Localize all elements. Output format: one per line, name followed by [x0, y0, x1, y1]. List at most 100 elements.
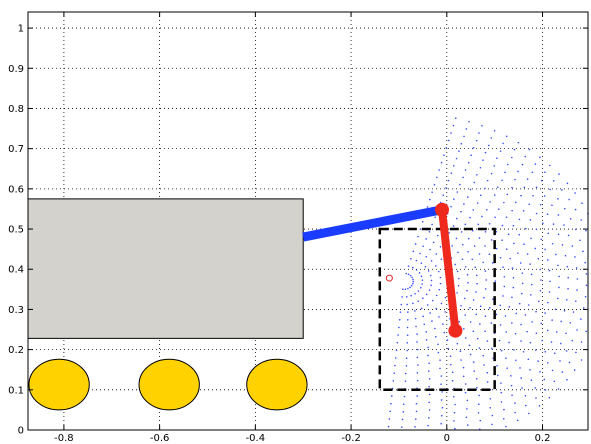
workspace-dot	[441, 414, 443, 417]
workspace-dot	[544, 389, 547, 391]
workspace-dot	[526, 178, 529, 180]
workspace-dot	[473, 245, 476, 247]
workspace-dot	[438, 288, 441, 291]
workspace-dot	[488, 144, 490, 147]
workspace-dot	[557, 214, 560, 216]
workspace-dot	[524, 155, 527, 158]
workspace-dot	[556, 331, 558, 333]
workspace-dot	[456, 217, 458, 220]
workspace-dot	[416, 356, 419, 359]
workspace-dot	[414, 426, 416, 428]
workspace-dot	[462, 375, 465, 378]
workspace-dot	[435, 307, 438, 310]
workspace-dot	[445, 147, 448, 149]
workspace-dot	[509, 257, 511, 260]
workspace-dot	[539, 203, 542, 206]
workspace-dot	[505, 135, 508, 138]
workspace-dot	[511, 267, 514, 269]
elbow-joint	[435, 202, 450, 217]
workspace-dot	[546, 213, 549, 215]
workspace-dot	[468, 344, 471, 347]
workspace-dot	[429, 198, 431, 201]
workspace-dot	[557, 233, 560, 236]
workspace-dot	[390, 402, 392, 405]
workspace-dot	[428, 370, 430, 372]
workspace-dot	[435, 253, 438, 255]
workspace-dot	[483, 296, 485, 299]
x-tick-label: -0.4	[246, 433, 266, 444]
workspace-dot	[484, 231, 487, 233]
workspace-dot	[502, 295, 504, 297]
y-tick-label: 0.5	[8, 225, 24, 236]
workspace-dot	[406, 303, 408, 306]
workspace-dot	[421, 220, 424, 223]
workspace-dot	[428, 362, 430, 364]
workspace-dot	[496, 157, 498, 160]
workspace-dot	[494, 280, 497, 282]
workspace-dot	[447, 347, 449, 350]
workspace-dot	[534, 247, 537, 250]
workspace-dot	[499, 150, 502, 152]
workspace-dot	[551, 319, 553, 321]
workspace-dot	[427, 346, 429, 349]
workspace-dot	[500, 349, 503, 352]
y-tick-label: 0.1	[8, 385, 24, 396]
workspace-dot	[425, 293, 428, 296]
workspace-dot	[428, 409, 431, 411]
workspace-dot	[491, 347, 493, 350]
workspace-dot	[517, 252, 519, 254]
workspace-dot	[505, 331, 508, 333]
workspace-dot	[435, 265, 437, 267]
workspace-dot	[428, 230, 431, 233]
workspace-dot	[547, 232, 550, 235]
workspace-dot	[521, 163, 524, 166]
forearm	[438, 209, 460, 332]
workspace-dot	[454, 403, 456, 406]
workspace-dot	[549, 188, 551, 191]
workspace-dot	[411, 276, 413, 279]
workspace-dot	[468, 120, 470, 123]
workspace-dot	[553, 352, 556, 355]
workspace-dot	[476, 282, 478, 285]
workspace-dot	[505, 425, 507, 428]
workspace-dot	[566, 378, 568, 381]
workspace-dot	[549, 280, 551, 283]
workspace-dot	[469, 353, 472, 356]
workspace-dot	[440, 375, 443, 377]
workspace-dot	[477, 223, 480, 226]
workspace-dot	[431, 299, 434, 302]
workspace-dot	[585, 284, 588, 287]
workspace-dot	[567, 287, 569, 290]
workspace-dot	[437, 270, 440, 273]
workspace-dot	[484, 330, 486, 332]
workspace-dot	[531, 321, 533, 323]
workspace-dot	[582, 307, 585, 309]
workspace-dot	[544, 171, 546, 173]
workspace-dot	[535, 310, 537, 313]
workspace-dot	[569, 218, 572, 220]
workspace-dot	[463, 203, 465, 205]
workspace-dot	[499, 324, 502, 326]
workspace-dot	[488, 253, 491, 256]
workspace-dot	[461, 258, 464, 261]
workspace-dot	[405, 357, 408, 359]
workspace-dot	[498, 339, 501, 342]
workspace-dot	[575, 267, 578, 269]
workspace-dot	[481, 215, 483, 218]
workspace-dot	[528, 412, 530, 415]
workspace-dot	[402, 403, 405, 405]
workspace-dot	[444, 296, 447, 299]
workspace-dot	[544, 312, 546, 314]
workspace-dot	[455, 157, 458, 160]
workspace-dot	[539, 156, 541, 158]
workspace-dot	[425, 255, 428, 258]
workspace-dot	[450, 172, 453, 175]
workspace-dot	[428, 289, 431, 291]
workspace-dot	[478, 347, 481, 349]
workspace-dot	[412, 250, 415, 253]
workspace-dot	[534, 387, 537, 389]
workspace-dot	[585, 273, 588, 275]
workspace-dot	[426, 304, 429, 306]
y-tick-label: 0.3	[8, 305, 24, 316]
workspace-dot	[467, 196, 469, 198]
